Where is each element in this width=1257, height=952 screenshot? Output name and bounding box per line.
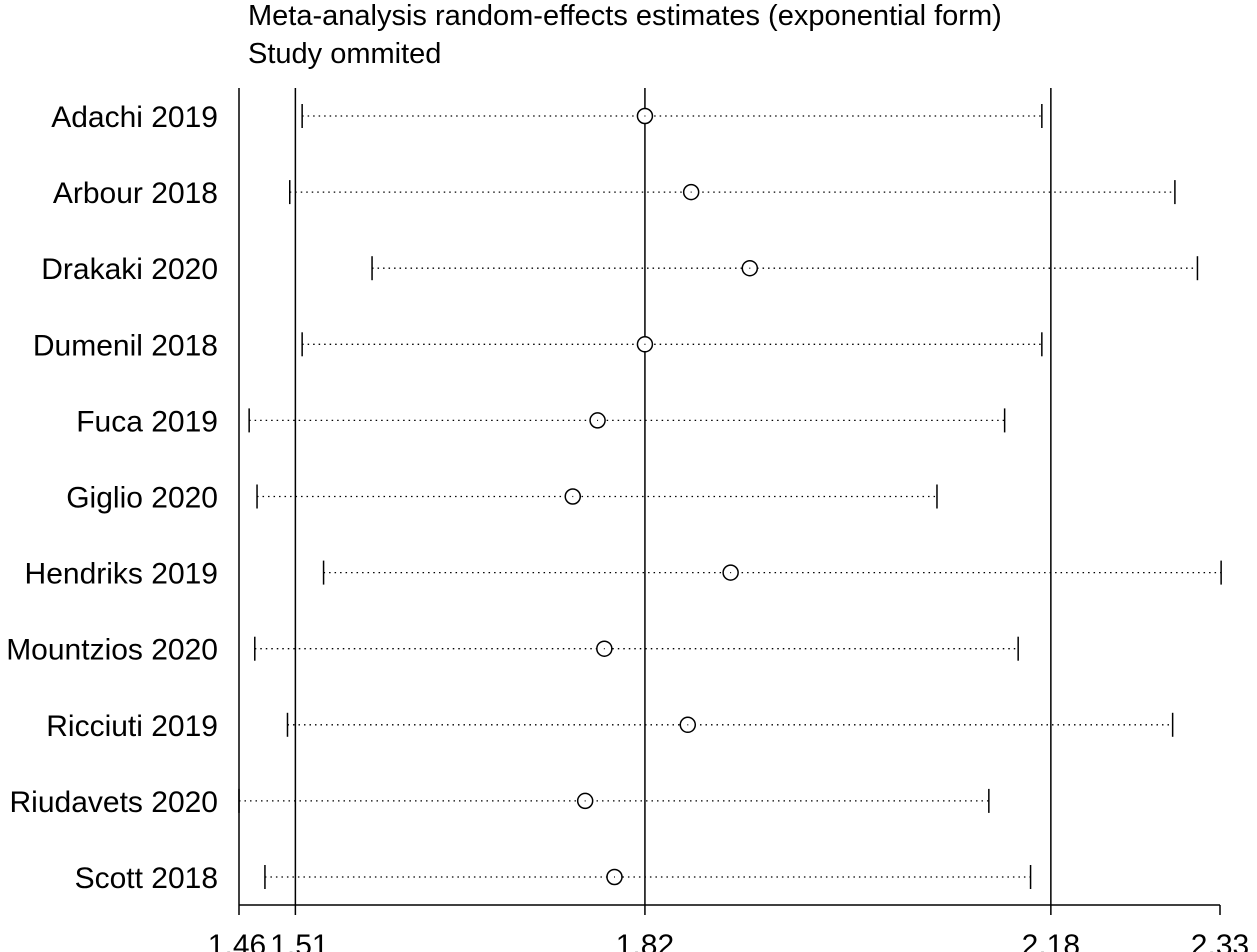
x-tick-label: 1.46 (208, 929, 266, 952)
study-label: Scott 2018 (75, 862, 218, 895)
study-label: Giglio 2020 (66, 482, 218, 515)
study-label: Fuca 2019 (76, 405, 218, 438)
study-label: Drakaki 2020 (41, 253, 218, 286)
x-tick-label: 1.51 (270, 929, 328, 952)
x-tick-label: 2.18 (1022, 929, 1080, 952)
chart-subtitle: Study ommited (248, 38, 442, 70)
study-label: Dumenil 2018 (33, 329, 218, 362)
x-tick-label: 2.33 (1191, 929, 1249, 952)
study-label: Adachi 2019 (51, 101, 218, 134)
study-label: Hendriks 2019 (25, 558, 218, 591)
chart-title: Meta-analysis random-effects estimates (… (248, 0, 1002, 32)
x-tick-label: 1.82 (616, 929, 674, 952)
study-label: Riudavets 2020 (10, 786, 218, 819)
study-label: Ricciuti 2019 (46, 710, 218, 743)
study-label: Arbour 2018 (53, 177, 218, 210)
study-label: Mountzios 2020 (6, 634, 218, 667)
